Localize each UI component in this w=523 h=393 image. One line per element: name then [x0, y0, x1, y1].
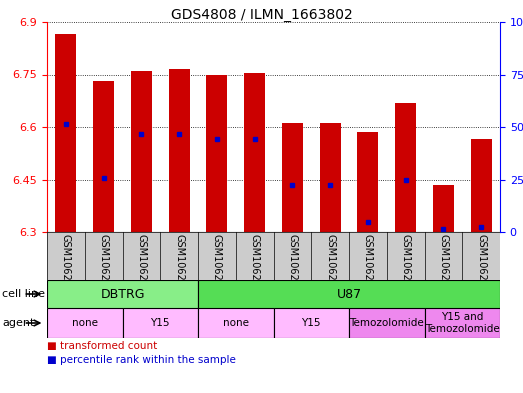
Text: GSM1062689: GSM1062689	[174, 234, 184, 299]
Bar	[236, 232, 274, 280]
Bar	[93, 81, 114, 232]
Bar	[244, 73, 265, 232]
Text: DBTRG: DBTRG	[100, 288, 145, 301]
Bar	[471, 139, 492, 232]
Bar	[55, 34, 76, 232]
Bar	[198, 232, 236, 280]
Text: GSM1062690: GSM1062690	[212, 234, 222, 299]
Text: ■ transformed count: ■ transformed count	[47, 341, 157, 351]
Bar	[433, 185, 454, 232]
Text: GSM1062695: GSM1062695	[325, 234, 335, 299]
Text: GSM1062697: GSM1062697	[476, 234, 486, 299]
Text: Temozolomide: Temozolomide	[349, 318, 424, 328]
Text: Y15: Y15	[151, 318, 170, 328]
Bar	[47, 308, 122, 338]
Bar	[282, 123, 303, 232]
Bar	[395, 103, 416, 232]
Bar	[462, 232, 500, 280]
Bar	[425, 232, 462, 280]
Bar	[122, 232, 160, 280]
Bar	[274, 308, 349, 338]
Bar	[320, 123, 340, 232]
Bar	[160, 232, 198, 280]
Bar	[198, 280, 500, 308]
Bar	[47, 280, 198, 308]
Bar	[122, 308, 198, 338]
Bar	[131, 71, 152, 232]
Text: Y15 and
Temozolomide: Y15 and Temozolomide	[425, 312, 499, 334]
Text: Y15: Y15	[301, 318, 321, 328]
Text: GSM1062694: GSM1062694	[287, 234, 298, 299]
Text: GSM1062696: GSM1062696	[438, 234, 448, 299]
Text: GSM1062686: GSM1062686	[61, 234, 71, 299]
Text: GSM1062688: GSM1062688	[137, 234, 146, 299]
Text: GSM1062693: GSM1062693	[401, 234, 411, 299]
Text: agent: agent	[2, 318, 35, 328]
Text: U87: U87	[336, 288, 361, 301]
Text: cell line: cell line	[2, 289, 45, 299]
Text: GDS4808 / ILMN_1663802: GDS4808 / ILMN_1663802	[170, 8, 353, 22]
Text: ■ percentile rank within the sample: ■ percentile rank within the sample	[47, 355, 236, 365]
Bar	[169, 69, 189, 232]
Bar	[274, 232, 311, 280]
Bar	[425, 308, 500, 338]
Bar	[349, 232, 386, 280]
Bar	[47, 232, 85, 280]
Text: GSM1062691: GSM1062691	[249, 234, 259, 299]
Text: none: none	[72, 318, 98, 328]
Bar	[198, 308, 274, 338]
Bar	[349, 308, 425, 338]
Bar	[85, 232, 122, 280]
Bar	[358, 132, 378, 232]
Bar	[207, 75, 228, 232]
Bar	[311, 232, 349, 280]
Text: GSM1062692: GSM1062692	[363, 234, 373, 299]
Bar	[386, 232, 425, 280]
Text: GSM1062687: GSM1062687	[99, 234, 109, 299]
Text: none: none	[223, 318, 249, 328]
